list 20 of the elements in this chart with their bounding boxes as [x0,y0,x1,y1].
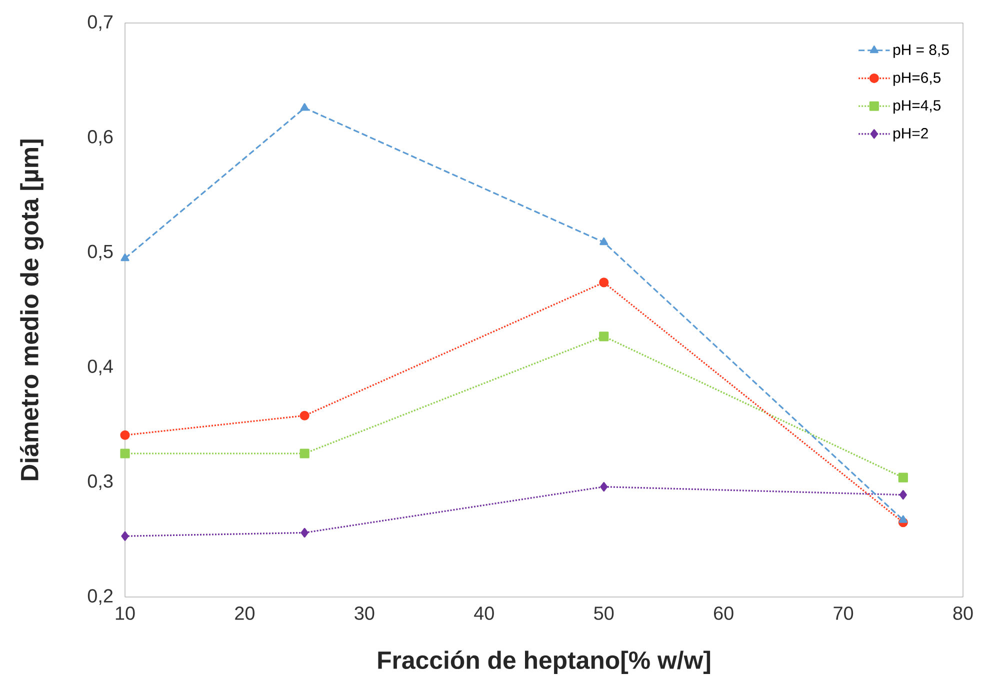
legend-label: pH=2 [894,128,928,142]
y-tick-label: 0,3 [88,474,113,490]
x-tick-label: 50 [594,606,614,620]
x-tick-label: 60 [714,606,734,620]
x-tick-label: 40 [474,606,494,620]
y-tick-label: 0,4 [88,360,113,376]
y-tick-label: 0,5 [88,244,113,260]
x-tick-label: 30 [354,606,374,620]
legend-label: pH = 8,5 [894,44,949,58]
x-tick-label: 20 [235,606,254,620]
legend-label: pH=4,5 [894,100,941,114]
x-tick-label: 10 [116,606,135,620]
x-tick-label: 80 [953,606,973,620]
y-axis-title: Diámetro medio de gota [µm] [20,140,44,480]
x-axis-title: Fracción de heptano[% w/w] [378,650,710,674]
y-tick-label: 0,2 [88,589,113,605]
y-tick-label: 0,7 [88,15,113,31]
y-tick-label: 0,6 [88,130,113,146]
x-tick-label: 70 [834,606,854,620]
legend-label: pH=6,5 [894,72,941,86]
